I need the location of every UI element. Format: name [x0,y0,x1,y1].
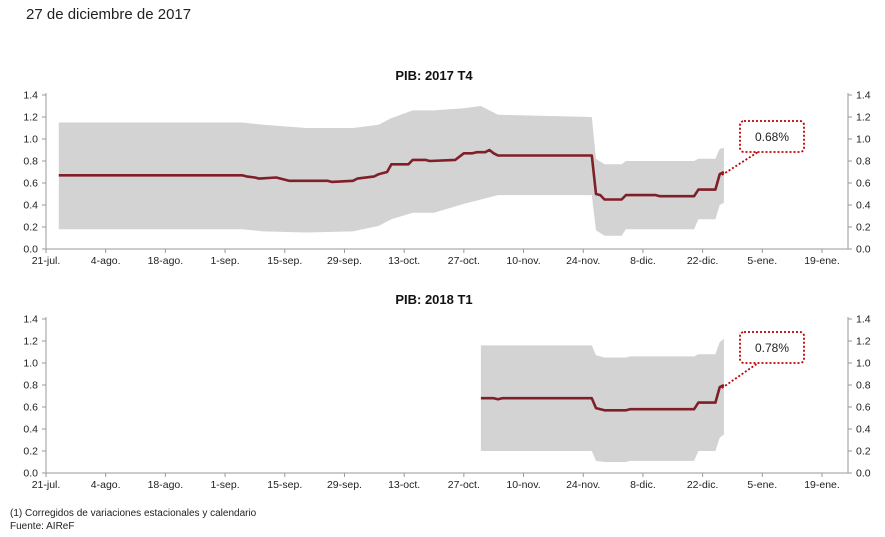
y-tick-label-right: 0.2 [856,446,871,458]
x-tick-label: 1-sep. [210,255,239,267]
y-tick-label-left: 0.0 [23,244,38,256]
y-tick-label-right: 1.4 [856,90,871,102]
series-line [480,383,725,412]
y-tick-label-right: 0.6 [856,178,871,190]
x-tick-label: 15-sep. [267,255,302,267]
x-tick-label: 4-ago. [91,479,121,491]
y-tick-label-right: 1.4 [856,314,871,326]
x-tick-label: 18-ago. [148,479,184,491]
x-tick-label: 27-oct. [448,479,480,491]
x-tick-label: 4-ago. [91,255,121,267]
y-tick-label-left: 0.8 [23,380,38,392]
x-tick-label: 21-jul. [32,255,61,267]
chart-pib-2017-t4: PIB: 2017 T4 0.0 0.0 0.2 0.2 0.4 0.4 0.6 0.6 0.8 0… [23,68,871,267]
report-date: 27 de diciembre de 2017 [26,6,192,23]
x-tick-label: 29-sep. [327,479,362,491]
y-tick-label-left: 1.0 [23,358,38,370]
y-tick-label-left: 0.2 [23,222,38,234]
footnote: (1) Corregidos de variaciones estacional… [10,508,257,519]
y-tick-label-left: 0.4 [23,424,38,436]
y-tick-label-right: 1.2 [856,336,871,348]
y-tick-label-left: 1.4 [23,90,38,102]
x-tick-label: 19-ene. [804,255,840,267]
x-tick-label: 10-nov. [506,479,540,491]
y-tick-label-right: 1.0 [856,134,871,146]
y-tick-label-left: 0.6 [23,178,38,190]
confidence-band [58,106,724,236]
callout-pointer [721,362,759,389]
y-tick-label-left: 0.8 [23,156,38,168]
y-tick-label-right: 0.4 [856,200,871,212]
y-tick-label-left: 1.4 [23,314,38,326]
x-tick-label: 21-jul. [32,479,61,491]
y-tick-label-left: 0.0 [23,468,38,480]
x-tick-label: 18-ago. [148,255,184,267]
y-tick-label-right: 1.0 [856,358,871,370]
confidence-band [480,338,724,462]
y-tick-label-left: 0.4 [23,200,38,212]
source-note: Fuente: AIReF [10,521,75,532]
y-tick-label-right: 0.0 [856,468,871,480]
callout-box [739,120,805,153]
chart-title: PIB: 2017 T4 [395,68,473,83]
callout-pointer [721,151,759,176]
x-tick-label: 5-ene. [747,479,777,491]
y-tick-label-right: 0.0 [856,244,871,256]
y-tick-label-left: 1.2 [23,336,38,348]
y-tick-label-right: 0.8 [856,156,871,168]
chart-pib-2018-t1: PIB: 2018 T1 0.0 0.0 0.2 0.2 0.4 0.4 0.6 0.6 0.8 0… [23,292,871,491]
x-tick-label: 10-nov. [506,255,540,267]
y-tick-label-right: 0.8 [856,380,871,392]
y-tick-label-left: 1.0 [23,134,38,146]
y-tick-label-right: 0.6 [856,402,871,414]
callout-value: 0.78% [755,341,789,355]
callout-box [739,331,805,364]
y-tick-label-right: 1.2 [856,112,871,124]
x-tick-label: 29-sep. [327,255,362,267]
series-line [58,148,725,201]
x-tick-label: 5-ene. [747,255,777,267]
y-tick-label-right: 0.4 [856,424,871,436]
chart-title: PIB: 2018 T1 [395,292,472,307]
x-tick-label: 15-sep. [267,479,302,491]
x-tick-label: 27-oct. [448,255,480,267]
x-tick-label: 1-sep. [210,479,239,491]
x-tick-label: 8-dic. [630,255,656,267]
x-tick-label: 13-oct. [388,479,420,491]
y-tick-label-left: 0.2 [23,446,38,458]
x-tick-label: 13-oct. [388,255,420,267]
x-tick-label: 19-ene. [804,479,840,491]
y-tick-label-right: 0.2 [856,222,871,234]
x-tick-label: 24-nov. [566,479,600,491]
x-tick-label: 24-nov. [566,255,600,267]
y-tick-label-left: 0.6 [23,402,38,414]
callout-value: 0.68% [755,130,789,144]
x-tick-label: 8-dic. [630,479,656,491]
x-tick-label: 22-dic. [687,479,719,491]
y-tick-label-left: 1.2 [23,112,38,124]
x-tick-label: 22-dic. [687,255,719,267]
